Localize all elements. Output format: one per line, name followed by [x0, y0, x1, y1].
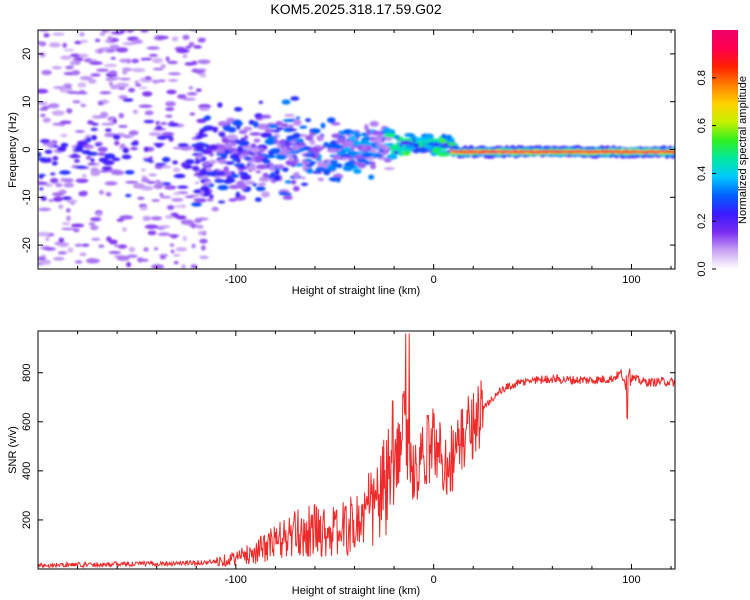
snr-panel: -100 0 100 200 400 600 800 Height of straight …	[7, 330, 676, 597]
colorbar: 0.0 0.2 0.4 0.6 0.8 Normalized spectral ampl…	[696, 30, 749, 277]
snr-y-axis-title: SNR (v/v)	[7, 426, 19, 474]
y-tick-label: -20	[21, 237, 33, 253]
chart-title: KOM5.2025.318.17.59.G02	[270, 1, 441, 17]
spectrogram-x-axis-title: Height of straight line (km)	[292, 285, 420, 297]
y-tick-label: 800	[21, 364, 33, 382]
colorbar-ticks: 0.0 0.2 0.4 0.6 0.8	[696, 70, 716, 277]
spectrogram-y-axis-title: Frequency (Hz)	[7, 112, 19, 188]
y-tick-label: 20	[21, 48, 33, 60]
colorbar-tick-label: 0.2	[696, 214, 708, 229]
y-tick-label: -10	[21, 189, 33, 205]
y-tick-label: 200	[21, 511, 33, 529]
colorbar-tick-label: 0.8	[696, 70, 708, 85]
colorbar-gradient	[712, 30, 738, 269]
snr-series-line	[38, 333, 675, 569]
y-tick-label: 0	[21, 146, 33, 152]
y-tick-label: 400	[21, 462, 33, 480]
y-tick-label: 10	[21, 96, 33, 108]
x-tick-label: -100	[225, 274, 247, 286]
x-tick-label: 100	[622, 274, 640, 286]
snr-x-axis-title: Height of straight line (km)	[292, 585, 420, 597]
colorbar-tick-label: 0.4	[696, 166, 708, 181]
snr-ticks: -100 0 100 200 400 600 800	[21, 331, 675, 586]
x-tick-label: 100	[622, 574, 640, 586]
colorbar-tick-label: 0.0	[696, 261, 708, 276]
colorbar-tick-label: 0.6	[696, 118, 708, 133]
spectrogram-heatmap	[38, 30, 675, 269]
x-tick-label: 0	[431, 274, 437, 286]
x-tick-label: 0	[431, 574, 437, 586]
y-tick-label: 600	[21, 413, 33, 431]
snr-frame	[37, 330, 676, 570]
x-tick-label: -100	[225, 574, 247, 586]
colorbar-label: Normalized spectral amplitude	[737, 76, 749, 224]
